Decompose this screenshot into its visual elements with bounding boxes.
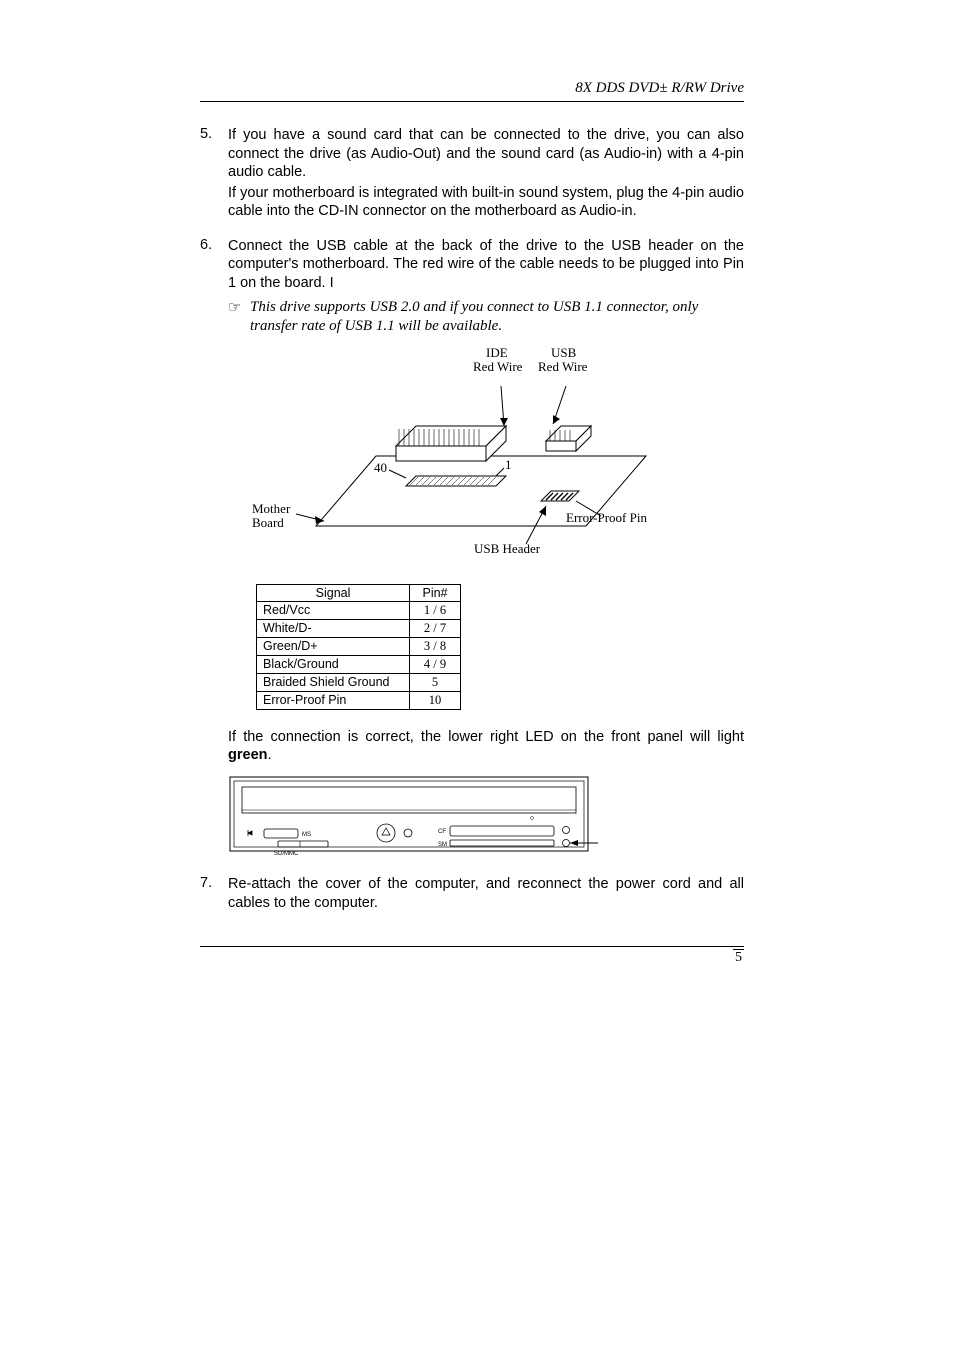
pin-40-label: 40 <box>374 461 387 475</box>
step-6-body: Connect the USB cable at the back of the… <box>228 237 744 293</box>
step-7-body: Re-attach the cover of the computer, and… <box>228 875 744 912</box>
col-pin: Pin# <box>410 584 461 601</box>
error-proof-pin-label: Error-Proof Pin <box>566 511 666 525</box>
step-5-para-1: If you have a sound card that can be con… <box>228 126 744 182</box>
table-row: Braided Shield Ground5 <box>257 673 461 691</box>
step-6-note: ☞ This drive supports USB 2.0 and if you… <box>228 298 744 336</box>
table-row: Black/Ground4 / 9 <box>257 655 461 673</box>
step-7-para-1: Re-attach the cover of the computer, and… <box>228 875 744 912</box>
led-note: If the connection is correct, the lower … <box>228 728 744 765</box>
footer: 5 <box>200 946 744 966</box>
front-panel-diagram: MS SD/MMC CF SM <box>228 775 598 859</box>
pin-cell: 3 / 8 <box>410 637 461 655</box>
note-icon: ☞ <box>228 298 250 336</box>
pin-table-header-row: Signal Pin# <box>257 584 461 601</box>
pin-cell: 1 / 6 <box>410 601 461 619</box>
running-header: 8X DDS DVD± R/RW Drive <box>200 80 744 102</box>
sdmmc-text: SD/MMC <box>274 851 299 857</box>
usb-header-label: USB Header <box>474 541 540 557</box>
signal-cell: Green/D+ <box>257 637 410 655</box>
usb-red-wire-label: Red Wire <box>538 360 587 374</box>
signal-cell: Red/Vcc <box>257 601 410 619</box>
step-6-number: 6. <box>200 237 228 293</box>
signal-cell: Braided Shield Ground <box>257 673 410 691</box>
board-label: Board <box>252 516 284 530</box>
led-note-green: green <box>228 747 268 763</box>
table-row: Red/Vcc1 / 6 <box>257 601 461 619</box>
pin-cell: 10 <box>410 691 461 709</box>
page-number: 5 <box>733 949 744 966</box>
cf-text: CF <box>438 829 446 835</box>
step-5: 5. If you have a sound card that can be … <box>200 126 744 221</box>
pin-cell: 2 / 7 <box>410 619 461 637</box>
led-note-text-before: If the connection is correct, the lower … <box>228 729 744 745</box>
step-5-body: If you have a sound card that can be con… <box>228 126 744 221</box>
signal-cell: Error-Proof Pin <box>257 691 410 709</box>
step-7-number: 7. <box>200 875 228 912</box>
pin-cell: 4 / 9 <box>410 655 461 673</box>
pin-table: Signal Pin# Red/Vcc1 / 6 White/D-2 / 7 G… <box>256 584 461 710</box>
ide-red-wire-label: Red Wire <box>473 360 522 374</box>
step-5-para-2: If your motherboard is integrated with b… <box>228 184 744 221</box>
step-6: 6. Connect the USB cable at the back of … <box>200 237 744 293</box>
front-panel-svg: MS SD/MMC CF SM <box>228 775 598 865</box>
led-note-period: . <box>268 747 272 763</box>
pin-1-label: 1 <box>505 458 512 472</box>
motherboard-diagram: IDE Red Wire USB Red Wire 40 1 Mother Bo… <box>246 346 666 576</box>
table-row: White/D-2 / 7 <box>257 619 461 637</box>
step-6-para-1: Connect the USB cable at the back of the… <box>228 237 744 293</box>
table-row: Error-Proof Pin10 <box>257 691 461 709</box>
page: 8X DDS DVD± R/RW Drive 5. If you have a … <box>0 0 954 1026</box>
sm-text: SM <box>438 842 447 848</box>
step-5-number: 5. <box>200 126 228 221</box>
pin-cell: 5 <box>410 673 461 691</box>
note-text: This drive supports USB 2.0 and if you c… <box>250 298 744 336</box>
diagram-svg <box>246 346 666 576</box>
table-row: Green/D+3 / 8 <box>257 637 461 655</box>
ms-text: MS <box>302 832 311 838</box>
col-signal: Signal <box>257 584 410 601</box>
step-7: 7. Re-attach the cover of the computer, … <box>200 875 744 912</box>
signal-cell: Black/Ground <box>257 655 410 673</box>
signal-cell: White/D- <box>257 619 410 637</box>
